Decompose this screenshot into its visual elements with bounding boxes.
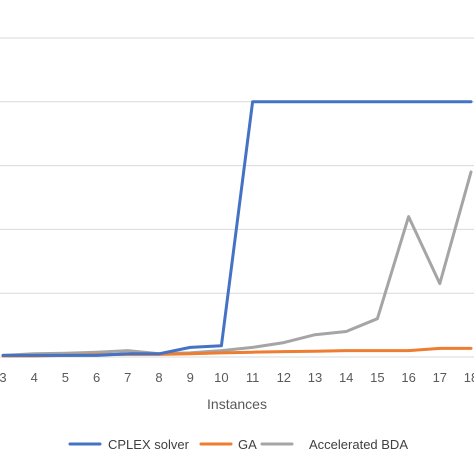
series-line-cplex-solver <box>1 100 473 357</box>
x-tick-label: 10 <box>214 370 228 385</box>
x-tick-label: 16 <box>401 370 415 385</box>
x-tick-label: 12 <box>277 370 291 385</box>
legend-label-ga: GA <box>238 437 257 452</box>
legend: CPLEX solver GA Accelerated BDA <box>68 437 408 452</box>
series-lines <box>1 100 473 358</box>
x-tick-labels: 3 4 5 6 7 8 9 10 11 12 13 14 15 16 17 18 <box>0 370 474 385</box>
x-tick-label: 18 <box>464 370 474 385</box>
x-tick-label: 8 <box>155 370 162 385</box>
x-tick-label: 4 <box>31 370 38 385</box>
x-axis-title: Instances <box>207 396 267 412</box>
x-tick-label: 9 <box>187 370 194 385</box>
x-tick-label: 3 <box>0 370 7 385</box>
x-tick-label: 13 <box>308 370 322 385</box>
legend-label-cplex-solver: CPLEX solver <box>108 437 190 452</box>
x-tick-label: 5 <box>62 370 69 385</box>
x-tick-label: 11 <box>246 370 260 385</box>
legend-label-accelerated-bda: Accelerated BDA <box>309 437 408 452</box>
series-line-accelerated-bda <box>1 170 473 357</box>
x-tick-label: 15 <box>370 370 384 385</box>
x-tick-label: 17 <box>433 370 447 385</box>
x-tick-label: 14 <box>339 370 353 385</box>
grid-lines <box>0 37 474 358</box>
x-tick-label: 6 <box>93 370 100 385</box>
x-tick-label: 7 <box>124 370 131 385</box>
